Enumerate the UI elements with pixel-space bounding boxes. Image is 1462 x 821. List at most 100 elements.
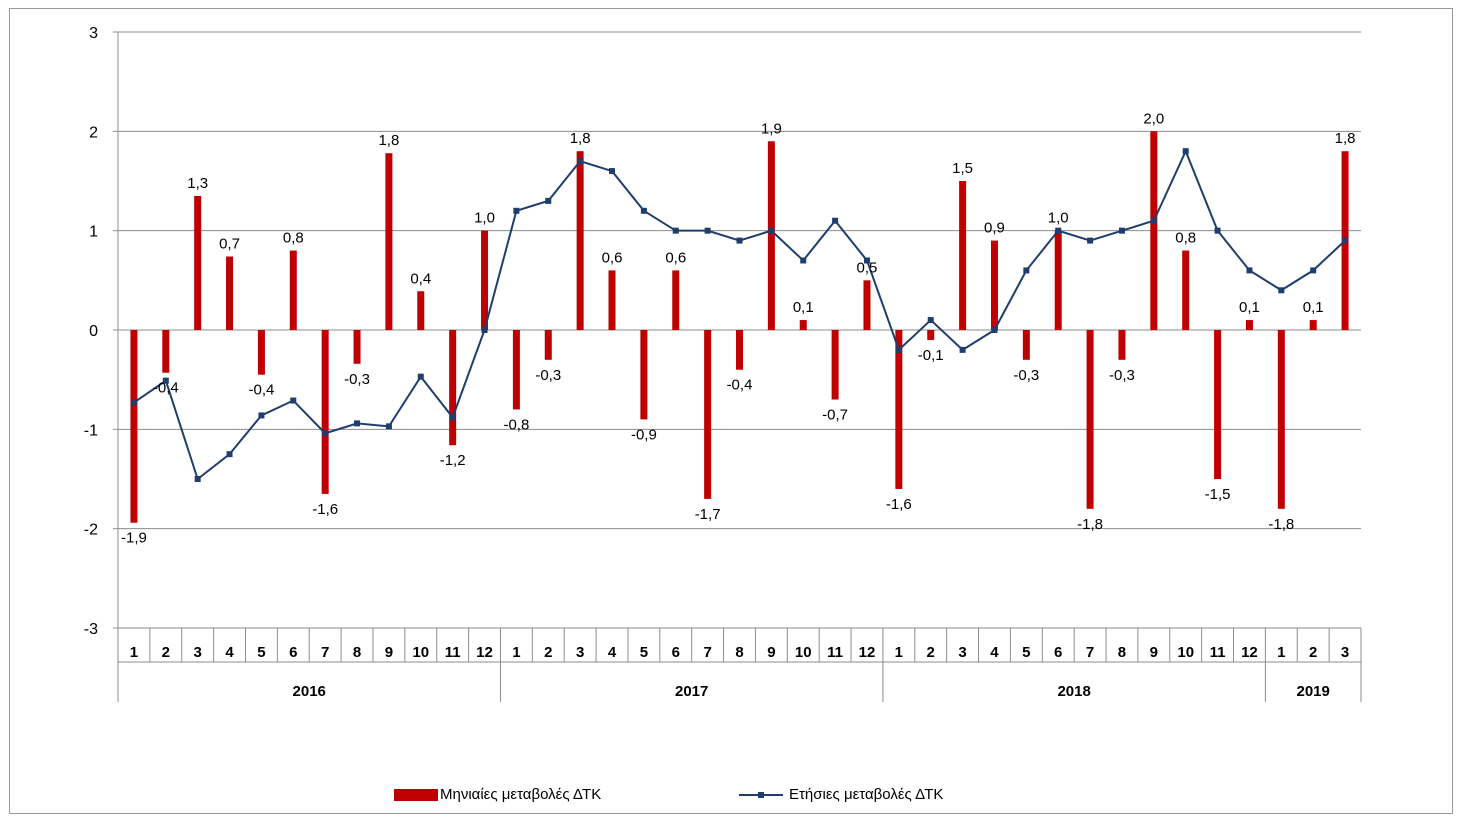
bar (672, 270, 680, 330)
x-tick-label: 2 (1309, 644, 1317, 661)
bar (257, 330, 265, 375)
legend-label-annual: Ετήσιες μεταβολές ΔΤΚ (789, 786, 944, 803)
data-label: -1,8 (1268, 516, 1294, 533)
line-point (290, 397, 297, 404)
line-point (991, 327, 998, 333)
chart-frame (9, 8, 1453, 814)
line-point (1278, 287, 1285, 294)
bar (130, 330, 138, 523)
bar (1150, 131, 1158, 330)
x-tick-label: 9 (385, 644, 393, 661)
line-point (513, 207, 520, 214)
bar (162, 330, 170, 373)
data-label: -0,3 (344, 371, 370, 388)
bar (959, 181, 967, 330)
data-label: 1,0 (474, 210, 495, 227)
x-tick-label: 5 (1022, 644, 1030, 661)
bar (990, 240, 998, 330)
data-label: 0,5 (857, 259, 878, 276)
bar (321, 330, 329, 494)
line-point (226, 451, 233, 458)
line-point (130, 399, 137, 406)
line-point (417, 373, 424, 380)
data-label: 2,0 (1143, 110, 1164, 127)
legend-item-annual: Ετήσιες μεταβολές ΔΤΚ (739, 786, 943, 803)
x-tick-label: 8 (735, 644, 743, 661)
data-label: 1,0 (1048, 210, 1069, 227)
x-tick-label: 3 (576, 644, 584, 661)
x-tick-label: 9 (767, 644, 775, 661)
bar (1118, 330, 1126, 360)
legend-label-monthly: Μηνιαίες μεταβολές ΔΤΚ (440, 786, 602, 803)
x-tick-label: 4 (990, 644, 999, 661)
line-point (736, 237, 743, 244)
x-tick-label: 6 (1054, 644, 1062, 661)
x-tick-label: 5 (640, 644, 648, 661)
x-year-label: 2017 (675, 683, 708, 700)
data-label: 1,3 (187, 175, 208, 192)
bar (576, 151, 584, 330)
x-tick-label: 4 (225, 644, 234, 661)
x-tick-label: 10 (1177, 644, 1194, 661)
bar (1182, 250, 1190, 330)
data-label: 1,9 (761, 120, 782, 137)
bar (927, 330, 935, 340)
line-point (545, 197, 552, 204)
x-year-label: 2019 (1297, 683, 1330, 700)
data-label: -1,6 (886, 496, 912, 513)
line-point (1055, 227, 1062, 234)
data-label: -1,9 (121, 530, 147, 547)
bar (1214, 330, 1222, 479)
line-point (895, 346, 902, 353)
bar (640, 330, 648, 420)
line-point (1023, 267, 1030, 274)
data-label: -1,7 (695, 506, 721, 523)
x-tick-label: 3 (194, 644, 202, 661)
y-tick-label: 2 (89, 124, 98, 141)
data-label: -1,6 (312, 501, 338, 518)
data-label: 0,8 (283, 230, 304, 247)
line-point (162, 377, 169, 384)
x-tick-label: 10 (412, 644, 429, 661)
data-label: 0,1 (1239, 299, 1260, 316)
line-point (481, 327, 488, 333)
data-label: -1,8 (1077, 516, 1103, 533)
bar (226, 256, 234, 330)
data-label: -0,3 (1109, 367, 1135, 384)
line-point (1087, 237, 1094, 244)
legend-item-monthly: Μηνιαίες μεταβολές ΔΤΚ (394, 786, 601, 803)
bar (1086, 330, 1094, 509)
data-label: -0,8 (503, 416, 529, 433)
x-tick-label: 10 (795, 644, 812, 661)
x-tick-label: 1 (895, 644, 903, 661)
bar (1022, 330, 1030, 360)
line-point (385, 423, 392, 430)
bar (799, 320, 807, 330)
y-tick-label: 3 (89, 25, 98, 42)
line-point (800, 257, 807, 264)
x-tick-label: 2 (927, 644, 935, 661)
bar (608, 270, 616, 330)
y-tick-label: -3 (84, 621, 98, 638)
x-tick-label: 7 (703, 644, 711, 661)
line-point (1310, 267, 1317, 274)
data-label: 1,8 (1335, 130, 1356, 147)
x-tick-label: 11 (1210, 644, 1226, 661)
bar (863, 280, 871, 330)
bar (353, 330, 361, 364)
line-point (1118, 227, 1125, 234)
x-year-label: 2018 (1057, 683, 1090, 700)
data-label: -1,2 (440, 452, 466, 469)
x-tick-label: 7 (321, 644, 329, 661)
data-label: 0,1 (793, 299, 814, 316)
x-tick-label: 1 (130, 644, 138, 661)
data-label: 0,4 (410, 270, 431, 287)
line-point (1342, 237, 1349, 244)
data-label: 0,8 (1175, 230, 1196, 247)
x-tick-label: 8 (1118, 644, 1126, 661)
line-point (577, 158, 584, 165)
data-label: 1,8 (378, 132, 399, 149)
x-year-label: 2016 (293, 683, 326, 700)
data-label: -0,1 (918, 347, 944, 364)
